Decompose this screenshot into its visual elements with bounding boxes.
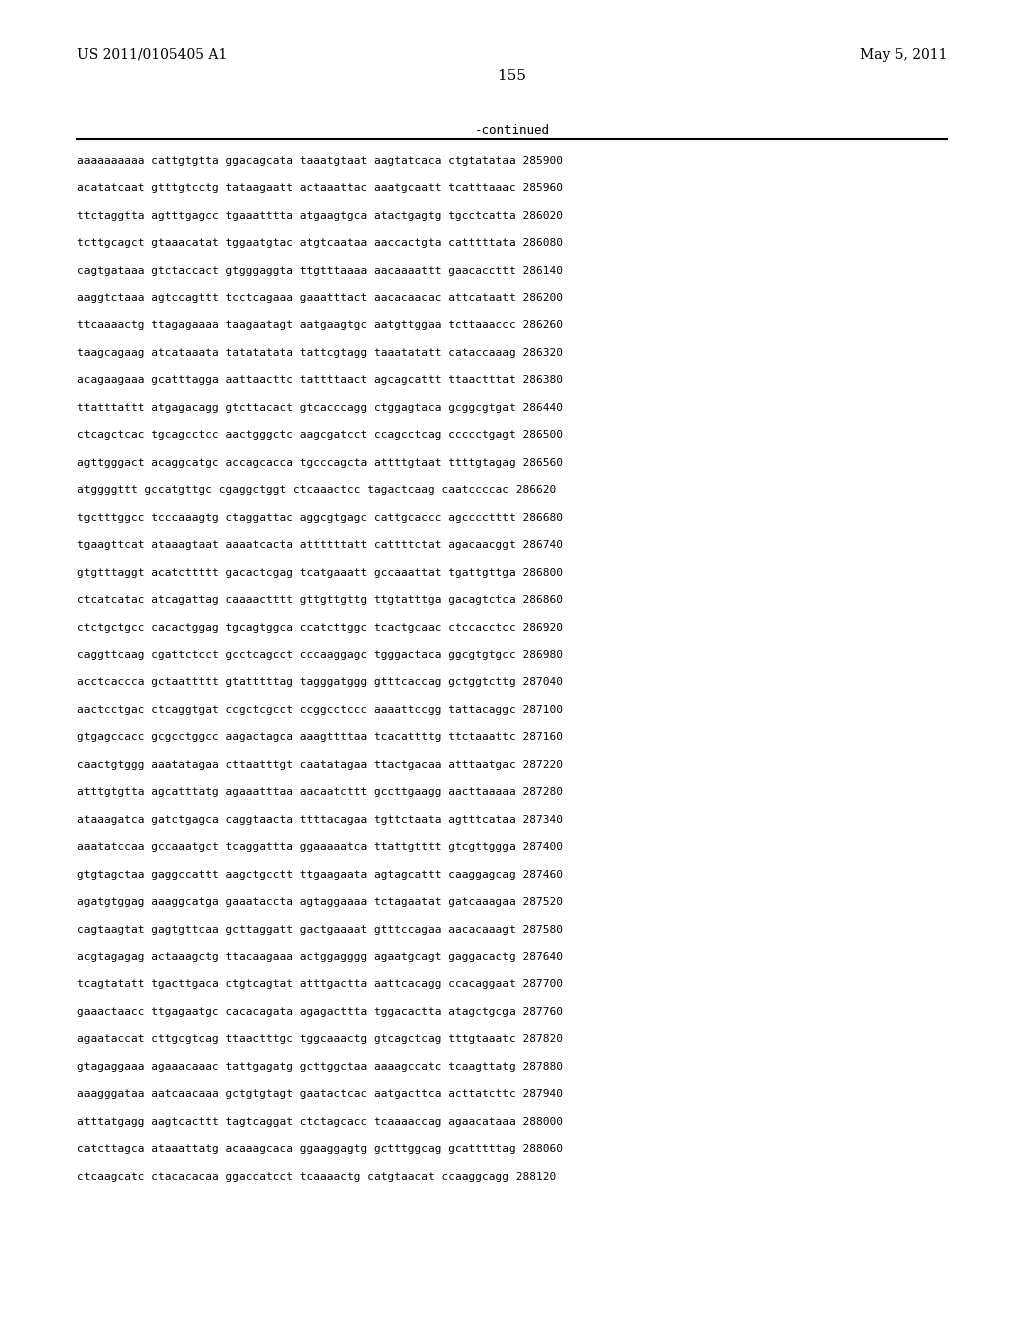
Text: aaatatccaa gccaaatgct tcaggattta ggaaaaatca ttattgtttt gtcgttggga 287400: aaatatccaa gccaaatgct tcaggattta ggaaaaa… (77, 842, 563, 853)
Text: -continued: -continued (474, 124, 550, 137)
Text: agatgtggag aaaggcatga gaaataccta agtaggaaaa tctagaatat gatcaaagaa 287520: agatgtggag aaaggcatga gaaataccta agtagga… (77, 898, 563, 907)
Text: ctcaagcatc ctacacacaa ggaccatcct tcaaaactg catgtaacat ccaaggcagg 288120: ctcaagcatc ctacacacaa ggaccatcct tcaaaac… (77, 1172, 556, 1181)
Text: ttcaaaactg ttagagaaaa taagaatagt aatgaagtgc aatgttggaa tcttaaaccc 286260: ttcaaaactg ttagagaaaa taagaatagt aatgaag… (77, 321, 563, 330)
Text: catcttagca ataaattatg acaaagcaca ggaaggagtg gctttggcag gcatttttag 288060: catcttagca ataaattatg acaaagcaca ggaagga… (77, 1144, 563, 1154)
Text: cagtgataaa gtctaccact gtgggaggta ttgtttaaaa aacaaaattt gaacaccttt 286140: cagtgataaa gtctaccact gtgggaggta ttgttta… (77, 265, 563, 276)
Text: acagaagaaa gcatttagga aattaacttc tattttaact agcagcattt ttaactttat 286380: acagaagaaa gcatttagga aattaacttc tatttta… (77, 375, 563, 385)
Text: tcttgcagct gtaaacatat tggaatgtac atgtcaataa aaccactgta catttttata 286080: tcttgcagct gtaaacatat tggaatgtac atgtcaa… (77, 238, 563, 248)
Text: gtgagccacc gcgcctggcc aagactagca aaagttttaa tcacattttg ttctaaattc 287160: gtgagccacc gcgcctggcc aagactagca aaagttt… (77, 733, 563, 742)
Text: atttatgagg aagtcacttt tagtcaggat ctctagcacc tcaaaaccag agaacataaa 288000: atttatgagg aagtcacttt tagtcaggat ctctagc… (77, 1117, 563, 1127)
Text: acgtagagag actaaagctg ttacaagaaa actggagggg agaatgcagt gaggacactg 287640: acgtagagag actaaagctg ttacaagaaa actggag… (77, 952, 563, 962)
Text: atttgtgtta agcatttatg agaaatttaa aacaatcttt gccttgaagg aacttaaaaa 287280: atttgtgtta agcatttatg agaaatttaa aacaatc… (77, 787, 563, 797)
Text: gtagaggaaa agaaacaaac tattgagatg gcttggctaa aaaagccatc tcaagttatg 287880: gtagaggaaa agaaacaaac tattgagatg gcttggc… (77, 1061, 563, 1072)
Text: aaaaaaaaaa cattgtgtta ggacagcata taaatgtaat aagtatcaca ctgtatataa 285900: aaaaaaaaaa cattgtgtta ggacagcata taaatgt… (77, 156, 563, 166)
Text: ctcatcatac atcagattag caaaactttt gttgttgttg ttgtatttga gacagtctca 286860: ctcatcatac atcagattag caaaactttt gttgttg… (77, 595, 563, 605)
Text: ctcagctcac tgcagcctcc aactgggctc aagcgatcct ccagcctcag ccccctgagt 286500: ctcagctcac tgcagcctcc aactgggctc aagcgat… (77, 430, 563, 441)
Text: May 5, 2011: May 5, 2011 (860, 48, 947, 62)
Text: gaaactaacc ttgagaatgc cacacagata agagacttta tggacactta atagctgcga 287760: gaaactaacc ttgagaatgc cacacagata agagact… (77, 1007, 563, 1016)
Text: gtgtttaggt acatcttttt gacactcgag tcatgaaatt gccaaattat tgattgttga 286800: gtgtttaggt acatcttttt gacactcgag tcatgaa… (77, 568, 563, 578)
Text: ctctgctgcc cacactggag tgcagtggca ccatcttggc tcactgcaac ctccacctcc 286920: ctctgctgcc cacactggag tgcagtggca ccatctt… (77, 623, 563, 632)
Text: acatatcaat gtttgtcctg tataagaatt actaaattac aaatgcaatt tcatttaaac 285960: acatatcaat gtttgtcctg tataagaatt actaaat… (77, 183, 563, 193)
Text: gtgtagctaa gaggccattt aagctgcctt ttgaagaata agtagcattt caaggagcag 287460: gtgtagctaa gaggccattt aagctgcctt ttgaaga… (77, 870, 563, 879)
Text: aactcctgac ctcaggtgat ccgctcgcct ccggcctccc aaaattccgg tattacaggc 287100: aactcctgac ctcaggtgat ccgctcgcct ccggcct… (77, 705, 563, 715)
Text: tcagtatatt tgacttgaca ctgtcagtat atttgactta aattcacagg ccacaggaat 287700: tcagtatatt tgacttgaca ctgtcagtat atttgac… (77, 979, 563, 990)
Text: tgctttggcc tcccaaagtg ctaggattac aggcgtgagc cattgcaccc agcccctttt 286680: tgctttggcc tcccaaagtg ctaggattac aggcgtg… (77, 512, 563, 523)
Text: cagtaagtat gagtgttcaa gcttaggatt gactgaaaat gtttccagaa aacacaaagt 287580: cagtaagtat gagtgttcaa gcttaggatt gactgaa… (77, 924, 563, 935)
Text: ttatttattt atgagacagg gtcttacact gtcacccagg ctggagtaca gcggcgtgat 286440: ttatttattt atgagacagg gtcttacact gtcaccc… (77, 403, 563, 413)
Text: agttgggact acaggcatgc accagcacca tgcccagcta attttgtaat ttttgtagag 286560: agttgggact acaggcatgc accagcacca tgcccag… (77, 458, 563, 467)
Text: caactgtggg aaatatagaa cttaatttgt caatatagaa ttactgacaa atttaatgac 287220: caactgtggg aaatatagaa cttaatttgt caatata… (77, 760, 563, 770)
Text: ttctaggtta agtttgagcc tgaaatttta atgaagtgca atactgagtg tgcctcatta 286020: ttctaggtta agtttgagcc tgaaatttta atgaagt… (77, 211, 563, 220)
Text: US 2011/0105405 A1: US 2011/0105405 A1 (77, 48, 227, 62)
Text: aaggtctaaa agtccagttt tcctcagaaa gaaatttact aacacaacac attcataatt 286200: aaggtctaaa agtccagttt tcctcagaaa gaaattt… (77, 293, 563, 304)
Text: tgaagttcat ataaagtaat aaaatcacta attttttatt cattttctat agacaacggt 286740: tgaagttcat ataaagtaat aaaatcacta atttttt… (77, 540, 563, 550)
Text: agaataccat cttgcgtcag ttaactttgc tggcaaactg gtcagctcag tttgtaaatc 287820: agaataccat cttgcgtcag ttaactttgc tggcaaa… (77, 1035, 563, 1044)
Text: caggttcaag cgattctcct gcctcagcct cccaaggagc tgggactaca ggcgtgtgcc 286980: caggttcaag cgattctcct gcctcagcct cccaagg… (77, 649, 563, 660)
Text: taagcagaag atcataaata tatatatata tattcgtagg taaatatatt cataccaaag 286320: taagcagaag atcataaata tatatatata tattcgt… (77, 348, 563, 358)
Text: aaagggataa aatcaacaaa gctgtgtagt gaatactcac aatgacttca acttatcttc 287940: aaagggataa aatcaacaaa gctgtgtagt gaatact… (77, 1089, 563, 1100)
Text: atggggttt gccatgttgc cgaggctggt ctcaaactcc tagactcaag caatccccac 286620: atggggttt gccatgttgc cgaggctggt ctcaaact… (77, 486, 556, 495)
Text: ataaagatca gatctgagca caggtaacta ttttacagaa tgttctaata agtttcataa 287340: ataaagatca gatctgagca caggtaacta ttttaca… (77, 814, 563, 825)
Text: acctcaccca gctaattttt gtatttttag tagggatggg gtttcaccag gctggtcttg 287040: acctcaccca gctaattttt gtatttttag tagggat… (77, 677, 563, 688)
Text: 155: 155 (498, 69, 526, 83)
